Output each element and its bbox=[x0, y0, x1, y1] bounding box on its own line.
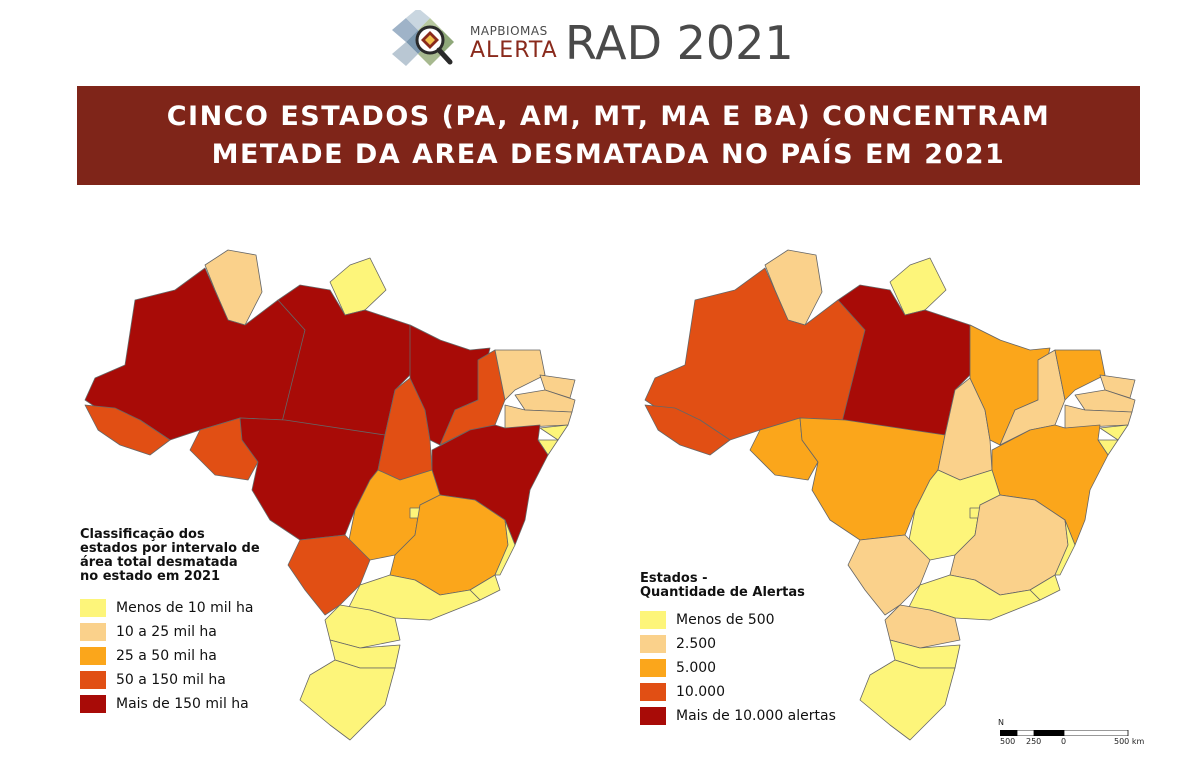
legend-item: 2.500 bbox=[640, 632, 836, 656]
legend-item: 10 a 25 mil ha bbox=[80, 620, 260, 644]
legend-swatch bbox=[80, 671, 106, 689]
legend-swatch bbox=[640, 683, 666, 701]
scale-label: 250 bbox=[1026, 737, 1042, 746]
scale-label: 0 bbox=[1061, 737, 1067, 746]
right-legend: Estados - Quantidade de Alertas Menos de… bbox=[640, 572, 836, 728]
legend-label: Mais de 150 mil ha bbox=[116, 696, 249, 712]
state-RS bbox=[299, 659, 396, 741]
state-AL bbox=[1099, 424, 1129, 441]
scale-label: 500 km bbox=[1114, 737, 1145, 746]
legend-swatch bbox=[80, 599, 106, 617]
legend-swatch bbox=[80, 623, 106, 641]
legend-swatch bbox=[640, 659, 666, 677]
state-PB bbox=[514, 389, 576, 413]
legend-item: 10.000 bbox=[640, 680, 836, 704]
mapbiomas-logo-icon bbox=[392, 10, 454, 66]
legend-label: 10 a 25 mil ha bbox=[116, 624, 217, 640]
left-legend: Classificação dos estados por intervalo … bbox=[80, 528, 260, 716]
left-legend-title-line: estados por intervalo de bbox=[80, 541, 260, 556]
legend-label: Menos de 10 mil ha bbox=[116, 600, 254, 616]
legend-item: 5.000 bbox=[640, 656, 836, 680]
state-PB bbox=[1074, 389, 1136, 413]
legend-label: 2.500 bbox=[676, 636, 717, 652]
state-PR bbox=[884, 604, 961, 649]
state-ES bbox=[494, 519, 516, 576]
left-legend-title-line: Classificação dos bbox=[80, 527, 205, 542]
legend-item: Mais de 150 mil ha bbox=[80, 692, 260, 716]
legend-swatch bbox=[640, 707, 666, 725]
right-legend-title: Estados - Quantidade de Alertas bbox=[640, 572, 836, 600]
legend-label: 25 a 50 mil ha bbox=[116, 648, 217, 664]
state-CE bbox=[1054, 349, 1106, 401]
state-CE bbox=[494, 349, 546, 401]
state-RS bbox=[859, 659, 956, 741]
brand-top-text: MAPBIOMAS bbox=[470, 24, 548, 38]
left-legend-title-line: área total desmatada bbox=[80, 555, 238, 570]
legend-label: Mais de 10.000 alertas bbox=[676, 708, 836, 724]
legend-swatch bbox=[640, 611, 666, 629]
right-legend-title-line: Quantidade de Alertas bbox=[640, 585, 805, 600]
state-AC bbox=[644, 404, 731, 456]
state-AL bbox=[539, 424, 569, 441]
headline-line-1: CINCO ESTADOS (PA, AM, MT, MA E BA) CONC… bbox=[166, 100, 1051, 132]
page-title: RAD 2021 bbox=[565, 16, 794, 70]
left-legend-title-line: no estado em 2021 bbox=[80, 569, 221, 584]
legend-label: Menos de 500 bbox=[676, 612, 775, 628]
legend-item: 50 a 150 mil ha bbox=[80, 668, 260, 692]
legend-label: 5.000 bbox=[676, 660, 717, 676]
state-PE bbox=[1064, 404, 1133, 429]
legend-item: Menos de 500 bbox=[640, 608, 836, 632]
right-map bbox=[644, 249, 1136, 741]
header: MAPBIOMAS ALERTA RAD 2021 bbox=[0, 0, 1191, 80]
brand-bottom-text: ALERTA bbox=[470, 38, 558, 63]
headline-banner: CINCO ESTADOS (PA, AM, MT, MA E BA) CONC… bbox=[77, 86, 1140, 185]
legend-swatch bbox=[80, 647, 106, 665]
legend-swatch bbox=[640, 635, 666, 653]
scale-bar: N 500 250 0 500 km bbox=[998, 718, 1148, 750]
scale-label: 500 bbox=[1000, 737, 1016, 746]
right-legend-title-line: Estados - bbox=[640, 571, 708, 586]
north-arrow-icon: N bbox=[998, 718, 1004, 727]
legend-label: 10.000 bbox=[676, 684, 725, 700]
legend-label: 50 a 150 mil ha bbox=[116, 672, 226, 688]
scale-bar-graphic bbox=[1000, 730, 1129, 736]
legend-item: 25 a 50 mil ha bbox=[80, 644, 260, 668]
left-legend-title: Classificação dos estados por intervalo … bbox=[80, 528, 260, 584]
left-map bbox=[84, 249, 576, 741]
state-ES bbox=[1054, 519, 1076, 576]
legend-item: Menos de 10 mil ha bbox=[80, 596, 260, 620]
headline-line-2: METADE DA AREA DESMATADA NO PAÍS EM 2021 bbox=[211, 138, 1006, 170]
state-PE bbox=[504, 404, 573, 429]
state-AC bbox=[84, 404, 171, 456]
legend-swatch bbox=[80, 695, 106, 713]
state-PR bbox=[324, 604, 401, 649]
legend-item: Mais de 10.000 alertas bbox=[640, 704, 836, 728]
